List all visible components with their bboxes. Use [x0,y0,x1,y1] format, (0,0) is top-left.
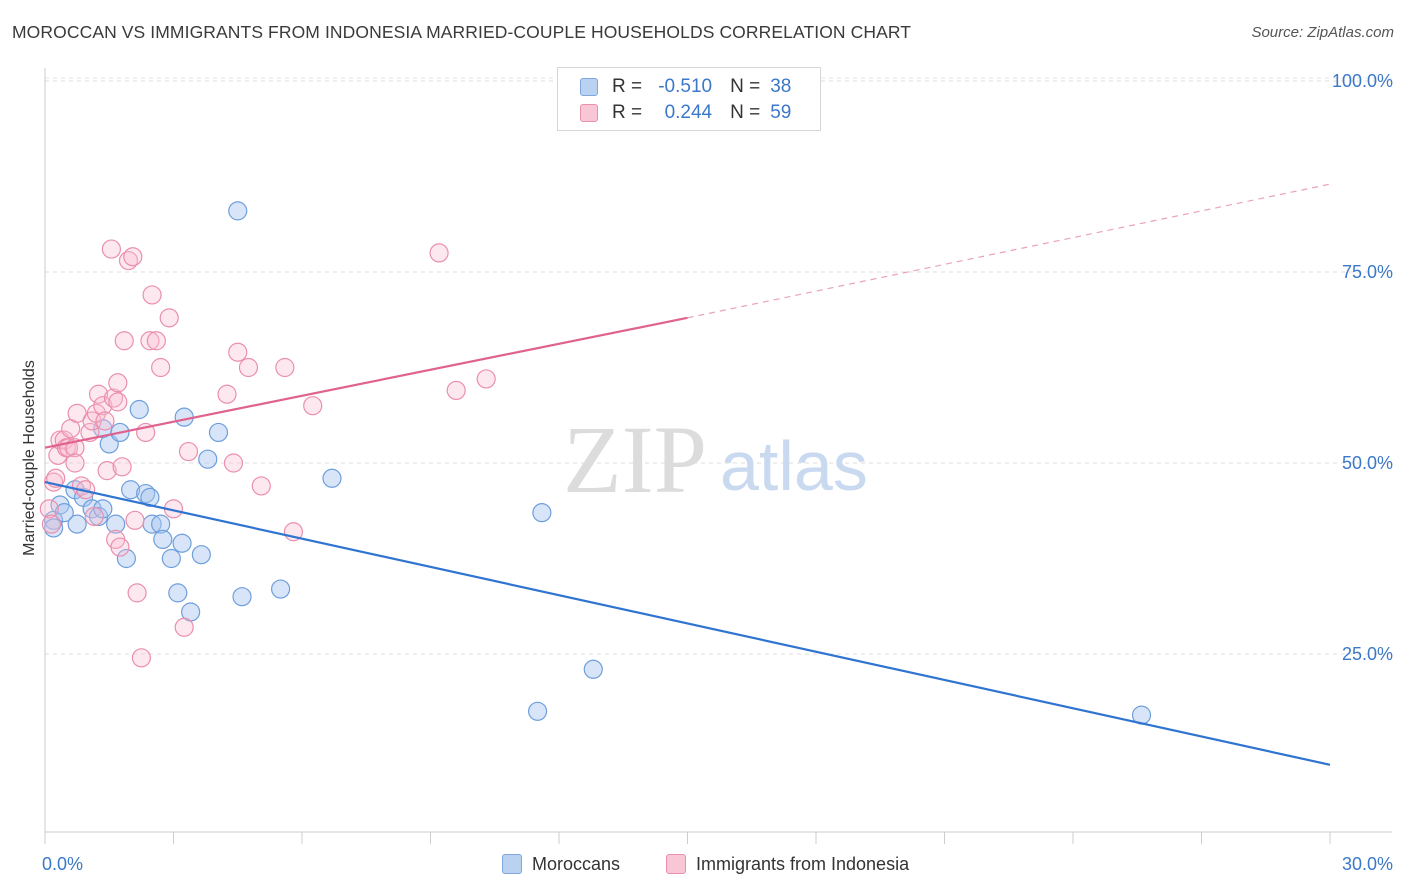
legend-row-indonesia: R = 0.244 N = 59 [580,101,791,125]
indonesia-point [108,392,128,412]
indonesia-point [251,476,271,496]
indonesia-point [110,537,130,557]
indonesia-point [446,380,466,401]
legend-r-label: R = [612,76,643,97]
indonesia-point [159,308,179,328]
x-tick-label: 30.0% [1342,854,1393,874]
indonesia-point [146,331,166,351]
indonesia-point [140,331,160,351]
indonesia-point [174,617,194,637]
legend-n-value: 59 [770,102,792,123]
data-points [39,201,1152,725]
bottom-legend-swatch-moroccans [502,854,522,874]
y-tick-label: 50.0% [1342,453,1393,473]
moroccans-point [208,422,229,443]
moroccans-point [270,579,291,599]
legend-r-label: R = [612,102,643,123]
moroccans-point [161,548,181,569]
indonesia-point [93,396,113,416]
moroccans-point [174,407,194,427]
bottom-legend-moroccans: Moroccans [502,852,620,876]
indonesia-point [476,369,496,389]
indonesia-point [101,239,121,259]
legend-n-label: N = [730,102,761,123]
moroccans-point [583,659,603,679]
moroccans-point [168,583,188,603]
moroccans-point [140,487,160,507]
indonesia-point [114,331,134,351]
indonesia-point [67,403,87,423]
watermark-zip: ZIP [563,406,707,513]
bottom-legend-label-indonesia: Immigrants from Indonesia [696,853,910,874]
moroccans-point [82,499,102,519]
indonesia-point [39,499,59,519]
legend-swatch-moroccans [580,78,598,96]
moroccans-point [121,480,141,500]
legend-swatch-indonesia [580,104,598,122]
indonesia-point [112,457,132,477]
moroccans-point [527,701,548,721]
indonesia-point [151,357,171,378]
x-tick-label: 0.0% [42,854,83,874]
watermark: ZIP atlas [563,406,868,513]
indonesia-point [178,441,199,462]
moroccans-point [106,514,126,534]
legend-r-value: 0.244 [664,102,713,123]
moroccans-point [191,545,211,565]
indonesia-point [88,384,109,404]
indonesia-point [84,506,104,527]
indonesia-point [217,384,237,404]
bottom-legend-label-moroccans: Moroccans [532,853,621,874]
moroccans-point [54,503,74,523]
indonesia-trend-line [44,316,688,449]
y-tick-label: 100.0% [1332,71,1393,91]
bottom-legend-swatch-indonesia [666,854,686,874]
moroccans-point [172,533,192,553]
y-tick-label: 25.0% [1342,644,1393,664]
indonesia-point [142,285,162,305]
indonesia-point [125,510,145,530]
moroccans-point [322,468,342,488]
watermark-atlas: atlas [720,427,868,505]
y-tick-label: 75.0% [1342,262,1393,282]
correlation-legend: R = -0.510 N = 38 R = 0.244 N = 59 [557,67,821,131]
legend-r-value: -0.510 [658,76,713,97]
moroccans-point [153,529,173,550]
indonesia-point [303,396,323,416]
indonesia-point [108,373,128,393]
indonesia-point [127,583,147,603]
axes [44,68,1392,844]
indonesia-point [238,357,259,378]
legend-n-label: N = [730,76,761,97]
indonesia-trend-extension [687,183,1331,319]
moroccans-point [129,399,149,420]
chart-title: MOROCCAN VS IMMIGRANTS FROM INDONESIA MA… [12,22,912,42]
moroccans-point [67,514,87,534]
indonesia-point [65,453,85,473]
legend-row-moroccans: R = -0.510 N = 38 [580,75,791,99]
indonesia-point [123,247,143,267]
trend-lines [44,183,1331,766]
source-label: Source: ZipAtlas.com [1251,24,1394,41]
moroccans-point [228,201,248,221]
legend-n-value: 38 [770,76,792,97]
moroccans-point [232,587,252,607]
indonesia-point [228,342,248,362]
indonesia-point [275,357,295,378]
moroccans-point [532,503,552,523]
tick-labels: 25.0% 50.0% 75.0% 100.0% 0.0% 30.0% [42,71,1393,874]
moroccans-point [151,514,171,534]
bottom-legend-indonesia: Immigrants from Indonesia [666,852,909,876]
moroccans-point [116,548,136,569]
indonesia-point [95,411,115,431]
moroccans-trend-line [44,481,1331,766]
moroccans-point [198,449,218,469]
indonesia-point [429,243,449,263]
indonesia-point [131,648,151,668]
indonesia-point [223,453,244,473]
indonesia-point [41,514,62,534]
indonesia-point [97,461,117,481]
